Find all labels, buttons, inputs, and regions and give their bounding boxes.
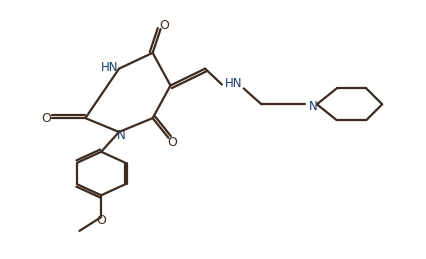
Text: HN: HN [225,77,242,90]
Text: O: O [167,136,177,149]
Text: O: O [96,213,106,227]
Text: O: O [41,112,51,125]
Text: O: O [160,19,170,32]
Text: HN: HN [101,61,118,74]
Text: N: N [117,130,125,142]
Text: N: N [308,100,317,113]
